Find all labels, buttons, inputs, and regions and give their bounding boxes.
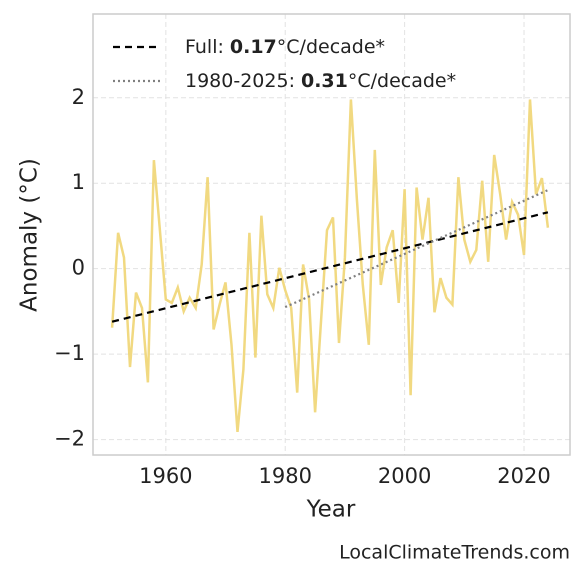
y-tick-label: −1 [54, 341, 85, 365]
y-tick-label: 0 [72, 256, 85, 280]
legend-label: 1980-2025: 0.31°C/decade* [185, 70, 456, 92]
x-tick-label: 2000 [378, 464, 431, 488]
legend-unit: °C/decade* [348, 70, 456, 92]
legend-unit: °C/decade* [277, 36, 385, 58]
trend-line [111, 211, 549, 323]
y-tick-label: 1 [72, 170, 85, 194]
x-tick-label: 2020 [497, 464, 550, 488]
data-line [110, 99, 550, 433]
legend-label: Full: 0.17°C/decade* [185, 36, 385, 58]
legend-rate: 0.17 [230, 36, 277, 58]
plot-frame [92, 13, 571, 456]
legend-name: 1980-2025: [185, 70, 295, 92]
y-tick-label: 2 [72, 85, 85, 109]
legend-name: Full: [185, 36, 224, 58]
x-tick-label: 1960 [139, 464, 192, 488]
legend-rate: 0.31 [301, 70, 348, 92]
y-axis-label: Anomaly (°C) [17, 158, 43, 312]
x-axis-label: Year [306, 497, 356, 523]
x-tick-label: 1980 [259, 464, 312, 488]
y-tick-label: −2 [54, 427, 85, 451]
watermark: LocalClimateTrends.com [339, 542, 570, 564]
